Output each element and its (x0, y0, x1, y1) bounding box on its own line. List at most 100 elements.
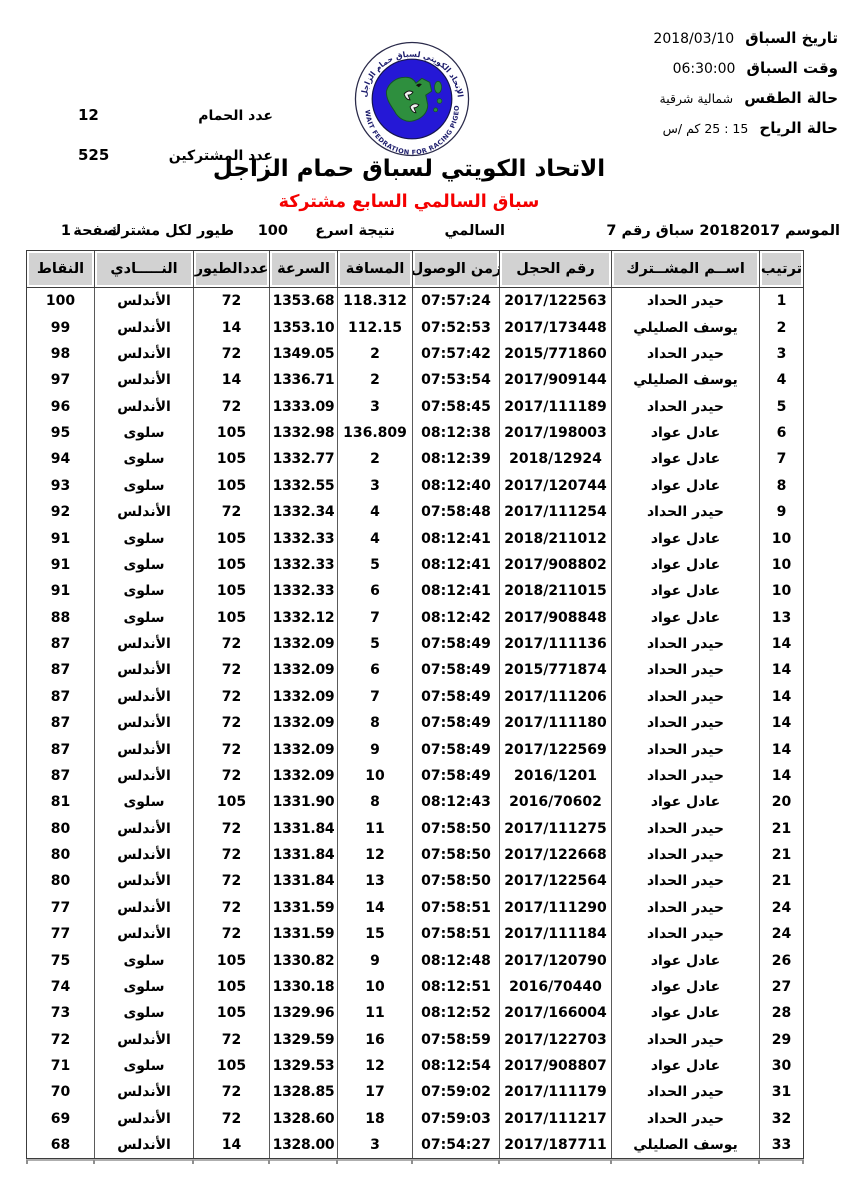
points-cell: 87 (50, 636, 71, 653)
club-cell: سلوى (94, 446, 193, 473)
result-count: 100 (257, 223, 288, 239)
arrival-time-cell: 07:58:48 (412, 499, 499, 526)
ring-number-cell: 2015/771874 (499, 657, 611, 684)
table-row: 5 حيدر الحداد 2017/111189 07:58:45 3 133… (27, 393, 803, 420)
ring-number-cell: 2017/120744 (499, 472, 611, 499)
weather-line: حالة الطقس شمالية شرقية (578, 88, 838, 107)
points-cell: 98 (50, 345, 71, 362)
ring-number-cell: 2017/111179 (499, 1079, 611, 1106)
bird-count-cell: 72 (193, 1105, 269, 1132)
rank-cell: 6 (759, 419, 803, 447)
table-row: 30 عادل عواد 2017/908807 08:12:54 12 132… (27, 1052, 803, 1080)
points-cell: 97 (50, 372, 71, 389)
speed-cell: 1328.00 (269, 1132, 337, 1159)
club-cell: الأندلس (94, 340, 193, 368)
speed-cell: 1332.09 (269, 657, 337, 684)
wind-value: 15 : 25 كم /س (662, 121, 749, 136)
ring-number-cell: 2017/909144 (499, 367, 611, 394)
club-cell: سلوى (94, 947, 193, 974)
participant-name-cell: حيدر الحداد (611, 868, 759, 895)
table-row: 14 حيدر الحداد 2017/111180 07:58:49 8 13… (27, 710, 803, 737)
ring-number-cell: 2017/173448 (499, 314, 611, 341)
participant-name-cell: يوسف الصليلي (611, 314, 759, 341)
points-cell: 99 (50, 319, 71, 336)
speed-cell: 1349.05 (269, 340, 337, 368)
table-row: 14 حيدر الحداد 2017/111206 07:58:49 7 13… (27, 683, 803, 710)
bird-count-cell: 105 (193, 1000, 269, 1027)
points-cell: 68 (50, 1137, 71, 1154)
club-cell: الأندلس (94, 630, 193, 658)
bird-count-cell: 72 (193, 762, 269, 790)
club-cell: سلوى (94, 578, 193, 605)
ring-number-cell: 2018/211015 (499, 578, 611, 605)
arrival-time-cell: 08:12:40 (412, 472, 499, 499)
table-row: 1 حيدر الحداد 2017/122563 07:57:24 118.3… (27, 288, 803, 315)
distance-cell: 8 (337, 710, 412, 737)
bird-count-cell: 105 (193, 525, 269, 552)
bird-count-cell: 14 (193, 367, 269, 394)
pigeon-count-label: عدد الحمام (198, 108, 273, 124)
rank-cell: 14 (759, 710, 803, 737)
distance-cell: 12 (337, 841, 412, 869)
results-table-body: 1 حيدر الحداد 2017/122563 07:57:24 118.3… (27, 288, 803, 1159)
bird-count-cell: 105 (193, 789, 269, 816)
speed-cell: 1332.34 (269, 499, 337, 526)
speed-cell: 1329.96 (269, 1000, 337, 1027)
arrival-time-cell: 07:58:49 (412, 630, 499, 658)
points-cell: 96 (50, 398, 71, 415)
club-cell: الأندلس (94, 894, 193, 921)
speed-cell: 1329.53 (269, 1052, 337, 1080)
speed-cell: 1332.77 (269, 446, 337, 473)
participant-name-cell: حيدر الحداد (611, 1026, 759, 1053)
header-points: النقاط (27, 251, 94, 287)
header-distance: المسافة (337, 251, 412, 287)
bird-count-cell: 105 (193, 973, 269, 1001)
participant-name-cell: عادل عواد (611, 1052, 759, 1080)
rank-cell: 31 (759, 1079, 803, 1106)
distance-cell: 6 (337, 578, 412, 605)
points-cell: 87 (50, 767, 71, 784)
participant-name-cell: عادل عواد (611, 973, 759, 1001)
result-label: نتيجة اسرع (315, 223, 395, 239)
points-cell: 87 (50, 688, 71, 705)
arrival-time-cell: 07:53:54 (412, 367, 499, 394)
ring-number-cell: 2018/12924 (499, 446, 611, 473)
bird-count-cell: 72 (193, 841, 269, 869)
bird-count-cell: 105 (193, 578, 269, 605)
arrival-time-cell: 07:58:49 (412, 736, 499, 763)
rank-cell: 3 (759, 340, 803, 368)
wind-line: حالة الرياح 15 : 25 كم /س (578, 118, 838, 137)
rank-cell: 8 (759, 472, 803, 499)
distance-cell: 2 (337, 446, 412, 473)
ring-number-cell: 2017/187711 (499, 1132, 611, 1159)
participant-name-cell: عادل عواد (611, 472, 759, 499)
arrival-time-cell: 07:58:59 (412, 1026, 499, 1053)
bird-count-cell: 72 (193, 630, 269, 658)
table-row: 14 حيدر الحداد 2017/111136 07:58:49 5 13… (27, 630, 803, 658)
club-cell: الأندلس (94, 868, 193, 895)
ring-number-cell: 2017/166004 (499, 1000, 611, 1027)
club-cell: الأندلس (94, 393, 193, 420)
speed-cell: 1332.55 (269, 472, 337, 499)
club-cell: الأندلس (94, 657, 193, 684)
rank-cell: 21 (759, 815, 803, 842)
results-table-header: ترتيب اســم المشــترك رقم الحجل زمن الوص… (27, 251, 803, 288)
rank-cell: 24 (759, 894, 803, 921)
header-club: النـــــادي (94, 251, 193, 287)
points-cell: 74 (50, 978, 71, 995)
participant-name-cell: حيدر الحداد (611, 894, 759, 921)
arrival-time-cell: 07:57:42 (412, 340, 499, 368)
rank-cell: 14 (759, 736, 803, 763)
distance-cell: 12 (337, 1052, 412, 1080)
club-cell: الأندلس (94, 367, 193, 394)
distance-cell: 13 (337, 868, 412, 895)
bird-count-cell: 72 (193, 1026, 269, 1053)
table-row: 3 حيدر الحداد 2015/771860 07:57:42 2 134… (27, 340, 803, 368)
distance-cell: 3 (337, 393, 412, 420)
club-cell: الأندلس (94, 762, 193, 790)
ring-number-cell: 2016/1201 (499, 762, 611, 790)
points-cell: 80 (50, 873, 71, 890)
club-cell: الأندلس (94, 499, 193, 526)
speed-cell: 1331.59 (269, 894, 337, 921)
